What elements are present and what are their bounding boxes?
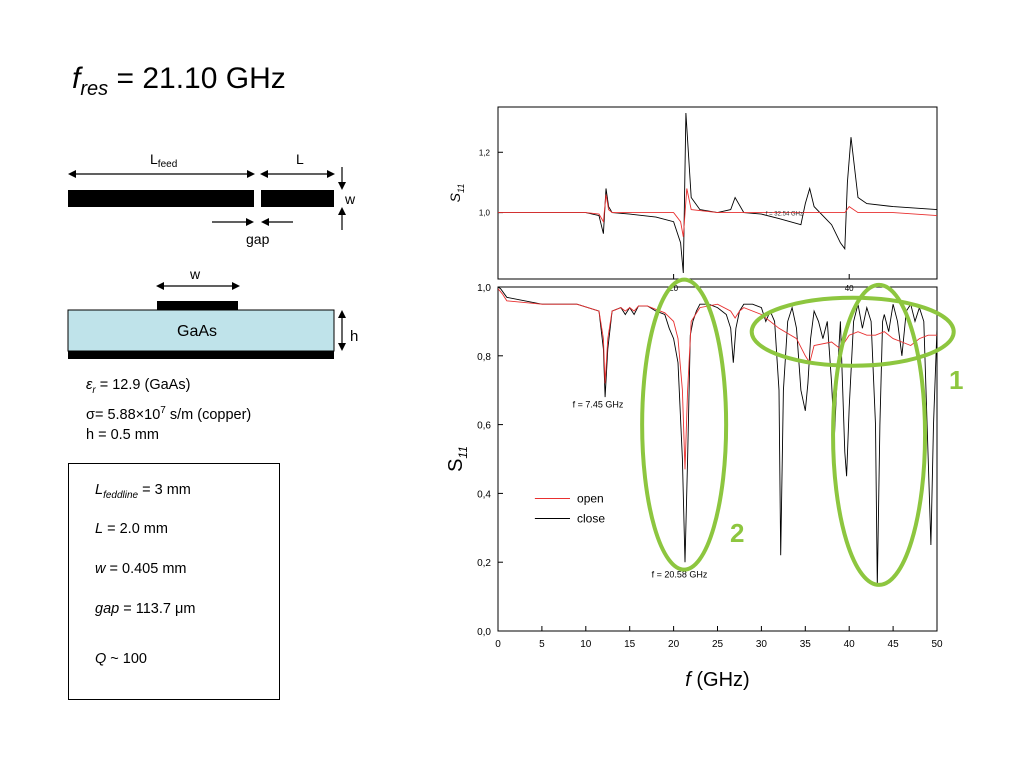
x-tick-label: 40 [845,284,854,293]
title-subscript: res [80,78,109,100]
arrowhead [327,170,335,178]
arrowhead [261,218,269,226]
x-tick-label: 45 [888,639,900,650]
peak-annotation: f = 20.58 GHz [652,570,708,580]
feed-length-label: Lfeed [150,151,177,170]
inset-plot: 1,0 1,2 20 40 S11 f = 32.54 GHz [447,106,938,293]
arrowhead [247,170,255,178]
y-axis-label: S11 [447,184,466,203]
strip-width: w = 0.405 mm [95,561,187,577]
peak-annotation: f = 7.45 GHz [573,399,624,409]
y-tick-label: 0,2 [477,558,491,569]
x-tick-label: 30 [756,639,768,650]
legend-label-close: close [577,512,605,526]
x-tick-label: 35 [800,639,812,650]
main-plot: 0,0 0,2 0,4 0,6 0,8 1,0 0 5 10 15 20 25 30 35 40 45 50 f … [445,277,963,691]
arrowhead [232,282,240,290]
open-line [498,288,937,470]
arrowhead [338,207,346,215]
highlight-ellipse-2 [640,277,729,572]
substrate-label: GaAs [177,323,217,340]
permittivity-line: εr = 12.9 (GaAs) [86,377,191,396]
arrowhead [246,218,254,226]
y-tick-label: 0,4 [477,489,491,500]
ellipse-label-2: 2 [730,518,744,548]
arrowhead [338,343,346,351]
series-line [498,188,937,237]
y-tick-label: 1,0 [479,209,491,218]
gap-label: gap [246,231,270,247]
y-tick-label: 0,8 [477,352,491,363]
arrowhead [338,310,346,318]
y-axis-label: S11 [445,446,470,472]
series-line [498,112,937,274]
page-title: fres = 21.10 GHz [72,62,286,101]
x-tick-label: 5 [539,639,545,650]
highlight-ellipse-1-horizontal [749,295,956,368]
legend-label-open: open [577,492,604,506]
x-tick-label: 10 [580,639,592,650]
plot-frame [497,106,938,280]
gaas-substrate [67,309,335,352]
ellipse-label-1: 1 [949,365,963,395]
y-tick-label: 0,6 [477,421,491,432]
gap-size: gap = 113.7 μm [95,601,196,617]
x-axis-label: f (GHz) [685,669,749,691]
material-parameters: εr = 12.9 (GaAs) σ= 5.88×107 s/m (copper… [86,375,251,445]
resonator-length: L = 2.0 mm [95,521,168,537]
dimensions-box: Lfeddline = 3 mm L = 2.0 mm w = 0.405 mm… [68,463,280,700]
arrowhead [260,170,268,178]
resonator-length-label: L [296,151,304,167]
arrowhead [156,282,164,290]
x-tick-label: 0 [495,639,501,650]
ground-plane [68,351,334,359]
inset-annotation: f = 32.54 GHz [766,212,803,218]
conductivity-line: σ= 5.88×107 s/m (copper) [86,404,252,423]
x-tick-label: 25 [712,639,724,650]
title-symbol: f [72,62,81,95]
title-value: = 21.10 GHz [108,62,286,95]
feedline-length: Lfeddline = 3 mm [95,482,191,501]
quality-factor: Q ~ 100 [95,651,147,667]
resonator-diagram: Lfeed L w gap w GaAs h [67,151,358,359]
feed-line-strip [68,190,254,207]
x-tick-label: 40 [844,639,856,650]
highlight-ellipse-1-vertical [831,282,928,587]
y-tick-label: 1,0 [477,283,491,294]
arrowhead [338,182,346,190]
x-tick-label: 20 [669,284,678,293]
x-tick-label: 20 [668,639,680,650]
x-tick-label: 50 [931,639,943,650]
cross-width-label: w [189,266,201,282]
arrowhead [68,170,76,178]
top-conductor [157,301,238,310]
y-tick-label: 1,2 [479,148,491,157]
thickness-line: h = 0.5 mm [86,426,159,443]
y-tick-label: 0,0 [477,627,491,638]
width-label: w [344,191,356,207]
x-tick-label: 15 [624,639,636,650]
resonator-strip [261,190,334,207]
height-label: h [350,328,358,345]
